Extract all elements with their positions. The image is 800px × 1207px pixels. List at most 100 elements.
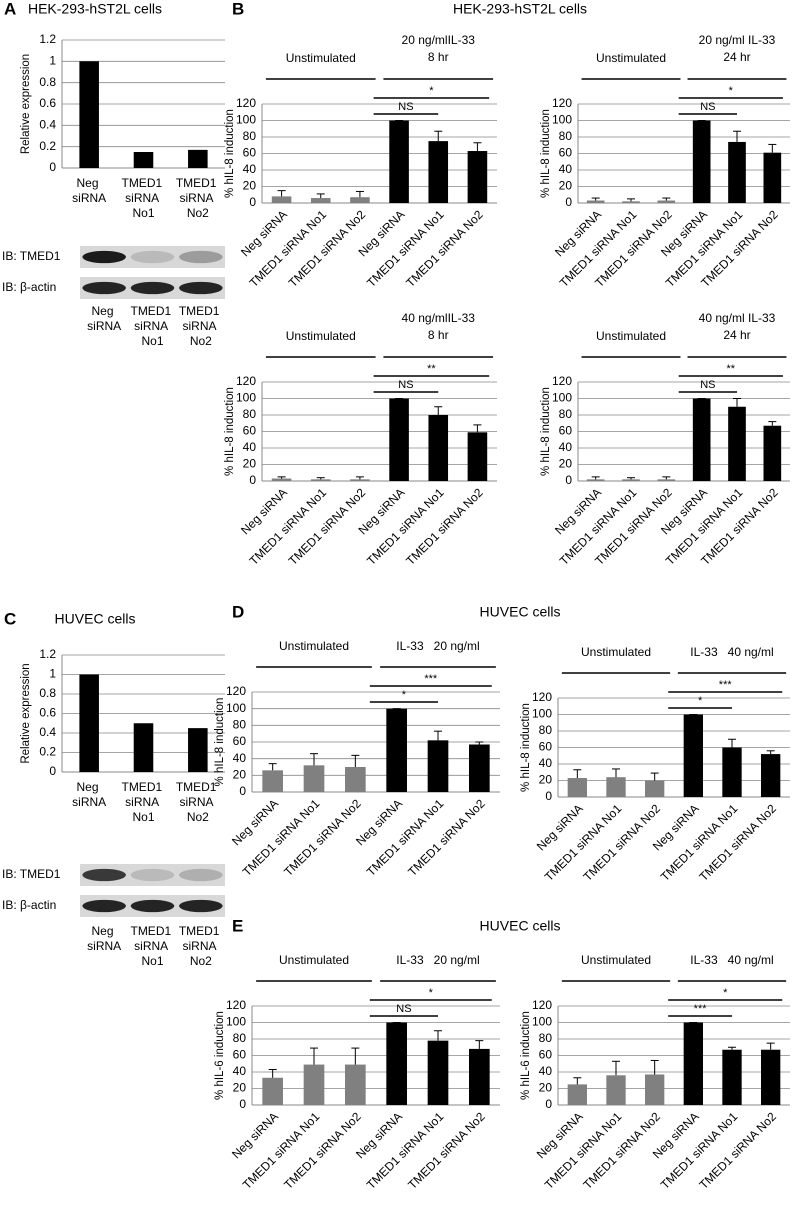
bar: [428, 415, 449, 481]
significance-label: *: [429, 987, 434, 999]
y-tick-label: 20: [243, 179, 257, 193]
y-axis-label: % hIL-8 induction: [540, 109, 552, 198]
group-label: 40 ng/mlIL-33: [402, 311, 476, 325]
x-tick-label: TMED1 siRNA No2: [403, 207, 486, 290]
panel-title: HEK-293-hST2L cells: [28, 1, 162, 17]
y-tick-label: 20: [233, 1081, 247, 1095]
x-tick-label: TMED1 siRNA No2: [405, 1109, 488, 1192]
blot-row-label: IB: β-actin: [2, 898, 56, 912]
y-tick-label: 0: [545, 1097, 552, 1111]
group-label: Unstimulated: [596, 51, 666, 65]
error-bar: [434, 1030, 442, 1041]
x-tick-label: TMED1 siRNA No1: [364, 1109, 447, 1192]
y-tick-label: 0.6: [39, 706, 56, 720]
y-axis-label: % hIL-8 induction: [520, 703, 532, 792]
bar: [262, 1077, 283, 1105]
y-tick-label: 0: [239, 784, 246, 798]
bar: [427, 1040, 449, 1105]
y-tick-label: 20: [559, 457, 573, 471]
y-tick-label: 40: [233, 751, 247, 765]
panel-letter: C: [4, 609, 16, 628]
error-bar: [355, 476, 364, 480]
y-tick-label: 80: [559, 407, 573, 421]
y-axis-label: % hIL-8 induction: [214, 698, 226, 787]
group-label: 8 hr: [428, 328, 449, 342]
bar: [606, 1075, 626, 1105]
y-tick-label: 80: [539, 1031, 553, 1045]
y-tick-label: 60: [243, 424, 257, 438]
blot-band: [179, 250, 223, 264]
x-tick-label: TMED1 siRNA No2: [176, 780, 220, 824]
error-bar: [733, 130, 741, 142]
blot-row-label: IB: TMED1: [2, 249, 61, 263]
y-tick-label: 40: [243, 162, 257, 176]
bar: [389, 398, 409, 481]
bar: [586, 479, 605, 481]
error-bar: [316, 477, 325, 480]
y-tick-label: 0: [239, 1097, 246, 1111]
x-tick-label: TMED1 siRNA No2: [403, 485, 486, 568]
x-tick-label: TMED1 siRNA No2: [281, 796, 364, 879]
error-bar: [728, 1046, 736, 1050]
bar: [469, 1048, 490, 1105]
bar: [427, 740, 449, 792]
error-bar: [310, 753, 318, 766]
y-tick-label: 1.2: [39, 32, 56, 46]
y-tick-label: 1.2: [39, 647, 56, 661]
group-label: 24 hr: [723, 50, 750, 64]
bar: [303, 1064, 325, 1105]
bar: [761, 1049, 781, 1105]
significance-label: NS: [700, 101, 715, 113]
bar: [761, 754, 781, 797]
y-axis-label: % hIL-8 induction: [224, 109, 236, 198]
bar: [350, 197, 370, 203]
error-bar: [355, 190, 364, 198]
y-tick-label: 100: [552, 391, 572, 405]
group-label: Unstimulated: [279, 953, 349, 967]
bar: [567, 778, 587, 797]
blot-lane-label: TMED1 siRNA No2: [179, 304, 223, 348]
bar: [622, 479, 640, 481]
bar: [345, 1064, 366, 1105]
blot-strip: [80, 864, 225, 886]
y-tick-label: 0.4: [39, 725, 56, 739]
group-label: Unstimulated: [596, 329, 666, 343]
panel-title: HUVEC cells: [480, 918, 561, 934]
panel-title: HUVEC cells: [55, 611, 136, 627]
y-tick-label: 120: [226, 684, 246, 698]
bar: [567, 1084, 587, 1105]
y-tick-label: 20: [539, 1081, 553, 1095]
error-bar: [591, 197, 600, 201]
blot-band: [179, 868, 223, 882]
y-tick-label: 0.2: [39, 745, 56, 759]
y-tick-label: 0.8: [39, 75, 56, 89]
bar: [692, 398, 711, 481]
y-tick-label: 100: [226, 701, 246, 715]
group-label: Unstimulated: [286, 329, 356, 343]
y-tick-label: 120: [226, 998, 246, 1012]
error-bar: [277, 190, 286, 197]
y-tick-label: 0: [545, 789, 552, 803]
blot-row-label: IB: TMED1: [2, 867, 61, 881]
bar: [645, 780, 665, 797]
y-tick-label: 40: [233, 1064, 247, 1078]
significance-label: NS: [398, 101, 413, 113]
x-tick-label: TMED1 siRNA No1: [240, 1109, 323, 1192]
y-tick-label: 80: [233, 718, 247, 732]
blot-lane-label: TMED1 siRNA No2: [179, 924, 223, 968]
significance-label: *: [698, 695, 703, 707]
y-tick-label: 120: [552, 374, 572, 388]
bar: [692, 120, 711, 203]
bar: [188, 728, 208, 772]
blot-band: [130, 250, 175, 264]
bar: [310, 479, 331, 481]
group-label: Unstimulated: [279, 639, 349, 653]
bar: [428, 141, 449, 203]
panel-letter: A: [4, 0, 16, 18]
x-tick-label: TMED1 siRNA No1: [121, 780, 165, 824]
bar: [469, 744, 490, 792]
error-bar: [612, 768, 620, 778]
y-axis-label: Relative expression: [20, 54, 32, 154]
